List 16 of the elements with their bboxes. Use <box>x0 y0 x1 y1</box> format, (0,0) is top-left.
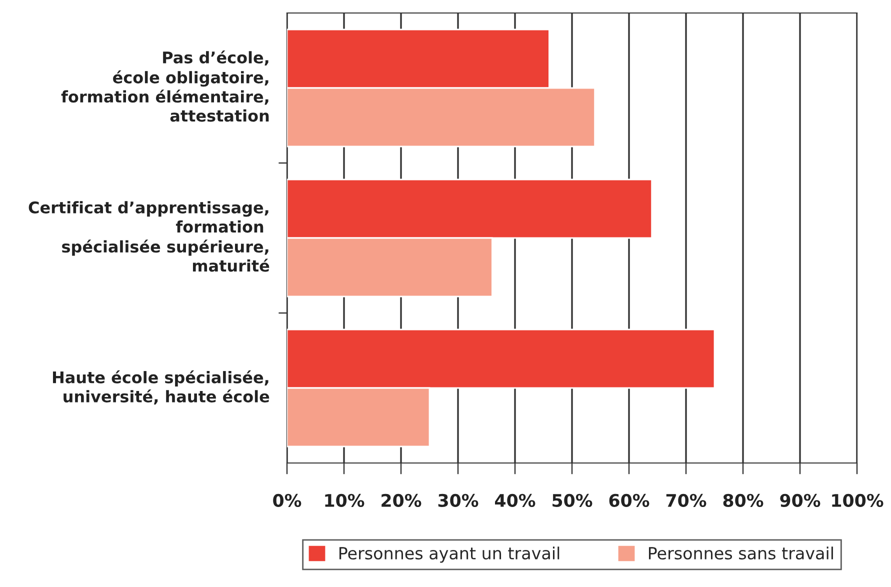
x-tick-label: 60% <box>609 494 650 507</box>
y-tick-label: Haute école spécialisée, université, haute école <box>52 370 270 405</box>
legend-label: Personnes sans travail <box>648 546 833 560</box>
legend-label: Personnes ayant un travail <box>339 546 560 563</box>
x-tick-label: 20% <box>382 494 422 507</box>
x-tick-label: 40% <box>495 494 536 507</box>
x-tick-label: 0% <box>273 494 302 507</box>
x-tick-label: 50% <box>552 494 592 507</box>
y-tick-label: Certificat d’apprentissage, formation spécialisée supérieure, maturité <box>28 201 270 272</box>
x-tick-label: 90% <box>780 494 820 507</box>
x-tick-label: 30% <box>438 494 478 507</box>
x-tick-label: 70% <box>666 494 706 507</box>
x-tick-label: 80% <box>723 494 764 507</box>
x-tick-label: 10% <box>325 494 364 507</box>
y-tick-label: Pas d’école, école obligatoire, formation élémentaire, attestation <box>61 50 269 122</box>
x-tick-label: 100% <box>832 494 884 507</box>
